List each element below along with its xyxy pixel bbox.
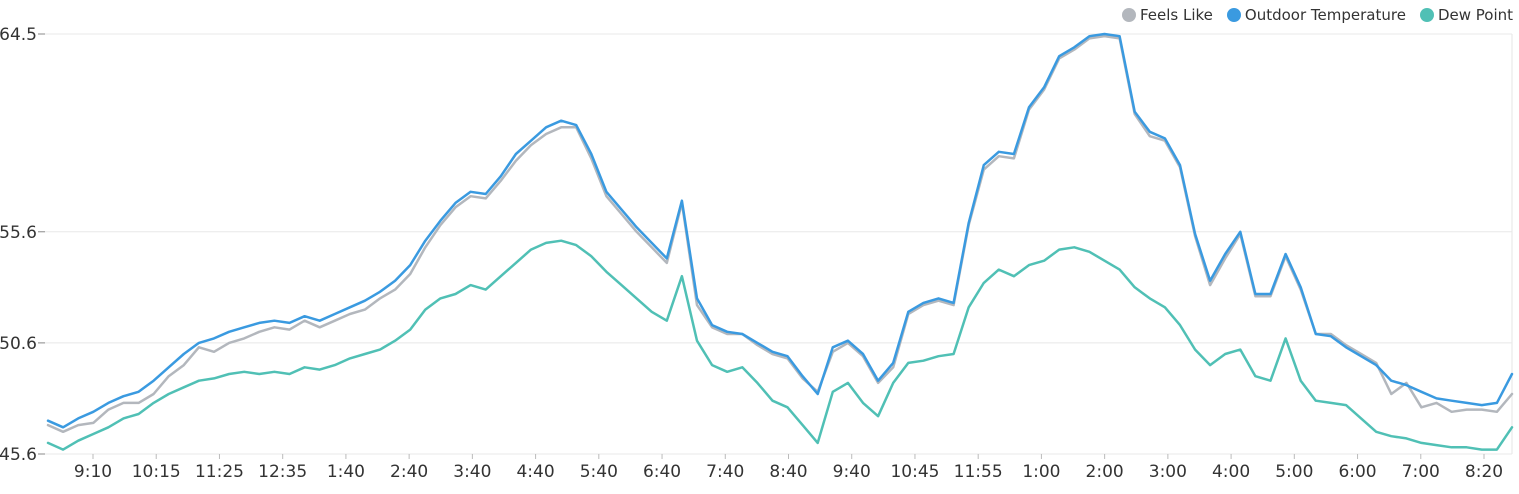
legend-item-outdoor-temperature[interactable]: Outdoor Temperature xyxy=(1226,6,1406,24)
x-tick-label: 11:55 xyxy=(954,462,1003,482)
legend-label: Outdoor Temperature xyxy=(1244,6,1406,24)
x-tick-label: 1:40 xyxy=(327,462,365,482)
legend-label: Dew Point xyxy=(1437,6,1513,24)
x-tick-label: 2:00 xyxy=(1086,462,1124,482)
y-axis-ticks: 45.6 50.6 55.6 64.5 xyxy=(0,25,45,465)
legend-marker-icon xyxy=(1226,8,1241,22)
x-tick-label: 2:40 xyxy=(390,462,428,482)
plot-area-background xyxy=(45,34,1512,454)
x-tick-label: 10:15 xyxy=(132,462,181,482)
x-tick-label: 7:00 xyxy=(1402,462,1440,482)
legend-label: Feels Like xyxy=(1139,6,1213,24)
y-tick-label: 55.6 xyxy=(0,223,37,243)
series-lines xyxy=(46,32,1514,451)
series-line-outdoor-temperature xyxy=(46,32,1514,429)
x-tick-label: 3:00 xyxy=(1149,462,1187,482)
x-tick-label: 3:40 xyxy=(453,462,491,482)
y-tick-label: 50.6 xyxy=(0,334,37,354)
x-tick-label: 4:40 xyxy=(516,462,554,482)
x-tick-label: 7:40 xyxy=(706,462,744,482)
legend-marker-icon xyxy=(1121,8,1136,22)
series-line-dew-point xyxy=(46,239,1514,451)
legend-item-dew-point[interactable]: Dew Point xyxy=(1419,6,1513,24)
x-tick-label: 8:20 xyxy=(1465,462,1503,482)
x-tick-label: 5:40 xyxy=(580,462,618,482)
y-tick-label: 45.6 xyxy=(0,445,37,465)
legend-marker-icon xyxy=(1419,8,1434,22)
x-axis-ticks: 9:10 10:15 11:25 12:35 1:40 2:40 3:40 4:40 5:40 6… xyxy=(74,454,1503,482)
x-tick-label: 5:00 xyxy=(1275,462,1313,482)
grid-lines xyxy=(45,33,1512,455)
x-tick-label: 6:00 xyxy=(1338,462,1376,482)
chart-legend: Feels Like Outdoor Temperature Dew Point xyxy=(1121,6,1513,24)
x-tick-label: 6:40 xyxy=(643,462,681,482)
x-tick-label: 1:00 xyxy=(1022,462,1060,482)
x-tick-label: 10:45 xyxy=(890,462,939,482)
x-tick-label: 8:40 xyxy=(769,462,807,482)
x-tick-label: 9:40 xyxy=(833,462,871,482)
x-tick-label: 9:10 xyxy=(74,462,112,482)
y-tick-label: 64.5 xyxy=(0,25,37,45)
x-tick-label: 11:25 xyxy=(195,462,244,482)
x-tick-label: 12:35 xyxy=(258,462,307,482)
x-tick-label: 4:00 xyxy=(1212,462,1250,482)
series-line-feels-like xyxy=(46,34,1514,434)
legend-item-feels-like[interactable]: Feels Like xyxy=(1121,6,1213,24)
